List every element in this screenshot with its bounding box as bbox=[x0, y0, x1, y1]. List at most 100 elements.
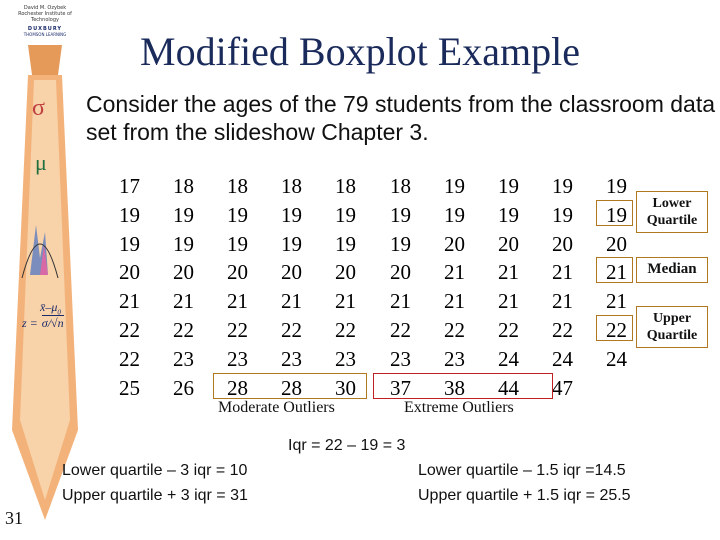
data-column-9: 19 19 20 21 21 22 24 47 bbox=[537, 172, 573, 402]
data-value: 25 bbox=[119, 375, 140, 400]
slide-title: Modified Boxplot Example bbox=[140, 29, 580, 74]
data-value: 18 bbox=[227, 174, 248, 198]
data-value: 22 bbox=[552, 317, 573, 342]
data-value: 19 bbox=[335, 231, 356, 256]
data-value: 37 bbox=[390, 375, 411, 400]
upper-fence-3iqr: Upper quartile + 3 iqr = 31 bbox=[62, 487, 248, 504]
data-value: 22 bbox=[227, 317, 248, 342]
data-value: 21 bbox=[281, 289, 302, 314]
data-value: 20 bbox=[606, 231, 627, 256]
data-value: 38 bbox=[444, 375, 465, 400]
data-value: 21 bbox=[498, 260, 519, 285]
z-formula: x̄–μ0 z = σ/√n bbox=[22, 300, 64, 331]
data-value: 19 bbox=[173, 202, 194, 227]
data-value: 19 bbox=[606, 202, 627, 227]
data-value: 19 bbox=[119, 202, 140, 227]
data-column-3: 18 19 19 20 21 22 23 28 bbox=[212, 172, 248, 402]
data-value: 19 bbox=[444, 202, 465, 227]
data-value: 20 bbox=[335, 260, 356, 285]
data-value: 21 bbox=[335, 289, 356, 314]
data-column-5: 18 19 19 20 21 22 23 30 bbox=[320, 172, 356, 402]
lower-quartile-label-box bbox=[636, 191, 708, 233]
data-value: 19 bbox=[227, 231, 248, 256]
data-value: 23 bbox=[390, 346, 411, 371]
data-value: 21 bbox=[119, 289, 140, 314]
data-value: 24 bbox=[606, 346, 627, 371]
data-value: 22 bbox=[173, 317, 194, 342]
data-value: 19 bbox=[390, 231, 411, 256]
data-value: 19 bbox=[498, 174, 519, 198]
upper-quartile-label-box bbox=[636, 306, 708, 348]
median-label-box bbox=[636, 257, 708, 283]
page-number: 31 bbox=[5, 508, 23, 528]
data-value: 23 bbox=[335, 346, 356, 371]
data-value: 18 bbox=[390, 174, 411, 198]
data-value: 21 bbox=[444, 260, 465, 285]
data-value: 19 bbox=[173, 231, 194, 256]
data-value: 21 bbox=[227, 289, 248, 314]
data-value: 24 bbox=[552, 346, 573, 371]
data-value: 20 bbox=[390, 260, 411, 285]
data-value: 19 bbox=[498, 202, 519, 227]
data-value: 44 bbox=[498, 375, 519, 400]
data-column-2: 18 19 19 20 21 22 23 26 bbox=[158, 172, 194, 402]
data-value: 22 bbox=[444, 317, 465, 342]
data-value: 21 bbox=[173, 289, 194, 314]
data-column-1: 17 19 19 20 21 22 22 25 bbox=[104, 172, 140, 402]
data-value: 20 bbox=[119, 260, 140, 285]
data-value: 20 bbox=[173, 260, 194, 285]
data-value: 21 bbox=[606, 260, 627, 285]
data-value: 28 bbox=[227, 375, 248, 400]
data-value: 19 bbox=[606, 174, 627, 198]
data-value: 19 bbox=[281, 202, 302, 227]
data-value: 19 bbox=[119, 231, 140, 256]
data-value: 17 bbox=[119, 174, 140, 198]
data-column-8: 19 19 20 21 21 22 24 44 bbox=[483, 172, 519, 402]
data-value: 19 bbox=[335, 202, 356, 227]
moderate-outliers-label: Moderate Outliers bbox=[218, 399, 335, 416]
tie-decoration bbox=[12, 45, 78, 520]
data-value: 19 bbox=[281, 231, 302, 256]
upper-quartile-value-box bbox=[596, 315, 633, 341]
moderate-outliers-box bbox=[213, 373, 367, 399]
data-value: 23 bbox=[281, 346, 302, 371]
logo-publisher: THOMSON LEARNING bbox=[23, 32, 67, 37]
data-value: 23 bbox=[227, 346, 248, 371]
data-value: 18 bbox=[335, 174, 356, 198]
data-value: 23 bbox=[173, 346, 194, 371]
data-value: 21 bbox=[498, 289, 519, 314]
data-value: 19 bbox=[444, 174, 465, 198]
data-value: 19 bbox=[552, 202, 573, 227]
data-value: 30 bbox=[335, 375, 356, 400]
data-column-10: 19 19 20 21 21 22 24 bbox=[591, 172, 627, 374]
intro-text: Consider the ages of the 79 students fro… bbox=[86, 91, 716, 145]
median-label: Median bbox=[647, 261, 697, 277]
sigma-symbol: σ bbox=[32, 95, 45, 121]
data-value: 18 bbox=[173, 174, 194, 198]
data-value: 22 bbox=[390, 317, 411, 342]
upper-quartile-label: Upper Quartile bbox=[646, 311, 698, 343]
logo-brand: DUXBURY bbox=[27, 26, 63, 32]
data-value: 21 bbox=[552, 260, 573, 285]
lower-quartile-value-box bbox=[596, 200, 633, 226]
data-value: 20 bbox=[444, 231, 465, 256]
data-value: 21 bbox=[444, 289, 465, 314]
data-value: 21 bbox=[552, 289, 573, 314]
data-value: 19 bbox=[227, 202, 248, 227]
data-value: 22 bbox=[498, 317, 519, 342]
iqr-calculation: Iqr = 22 – 19 = 3 bbox=[288, 437, 406, 454]
lower-quartile-label: Lower Quartile bbox=[646, 196, 698, 228]
data-value: 20 bbox=[498, 231, 519, 256]
mu-symbol: μ bbox=[35, 150, 47, 175]
data-value: 47 bbox=[552, 375, 573, 400]
logo-institution: Rochester Institute of Technology bbox=[18, 11, 72, 23]
data-value: 22 bbox=[606, 317, 627, 342]
publisher-logo: David M. Ozybek Rochester Institute of T… bbox=[10, 5, 80, 37]
data-value: 21 bbox=[390, 289, 411, 314]
data-value: 20 bbox=[227, 260, 248, 285]
lower-fence-3iqr: Lower quartile – 3 iqr = 10 bbox=[62, 462, 248, 479]
data-value: 21 bbox=[606, 289, 627, 314]
data-value: 24 bbox=[498, 346, 519, 371]
logo-author: David M. Ozybek bbox=[23, 5, 67, 11]
data-value: 23 bbox=[444, 346, 465, 371]
